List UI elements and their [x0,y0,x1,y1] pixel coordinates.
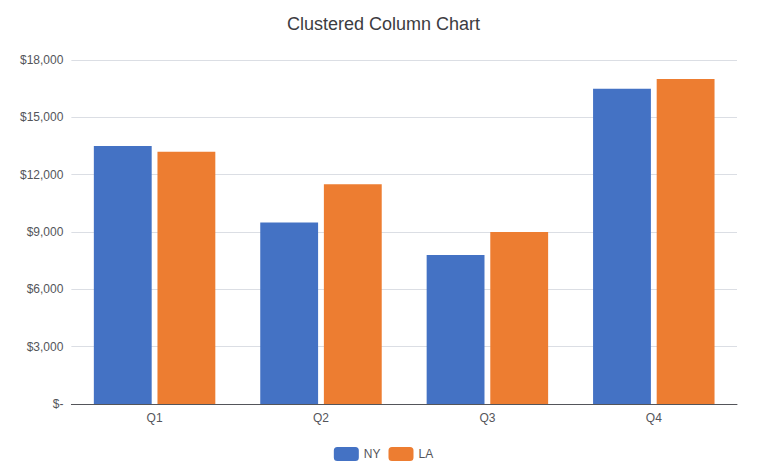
svg-text:Clustered Column Chart: Clustered Column Chart [287,14,480,34]
svg-text:$15,000: $15,000 [20,110,64,124]
svg-text:$-: $- [53,397,64,411]
svg-text:LA: LA [418,447,433,461]
svg-text:Q1: Q1 [147,411,163,425]
svg-text:Q2: Q2 [313,411,329,425]
svg-text:$9,000: $9,000 [27,225,64,239]
svg-text:$6,000: $6,000 [27,282,64,296]
svg-text:$12,000: $12,000 [20,168,64,182]
svg-text:Q4: Q4 [646,411,662,425]
svg-text:$18,000: $18,000 [20,53,64,67]
svg-text:$3,000: $3,000 [27,340,64,354]
svg-text:Q3: Q3 [479,411,495,425]
svg-text:NY: NY [364,447,381,461]
